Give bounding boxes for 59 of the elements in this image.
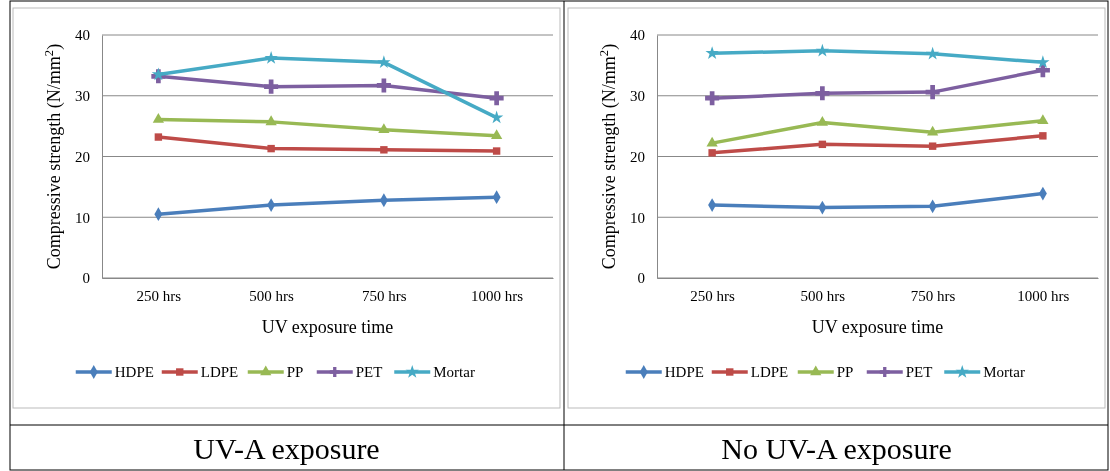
legend-label: HDPE xyxy=(114,364,154,380)
point xyxy=(925,85,940,100)
point xyxy=(265,115,277,126)
point xyxy=(489,91,504,106)
point xyxy=(154,133,163,141)
point xyxy=(492,147,501,155)
point xyxy=(1037,114,1049,124)
point xyxy=(928,142,937,150)
y-tick-label: 10 xyxy=(630,209,645,226)
point xyxy=(1039,132,1047,140)
legend-label: PET xyxy=(355,364,383,380)
point xyxy=(706,136,718,147)
x-tick-label: 500 hrs xyxy=(249,287,295,304)
text: UV-A exposure xyxy=(193,432,380,465)
text: No UV-A exposure xyxy=(721,432,952,465)
y-tick-label: 40 xyxy=(630,27,645,44)
point xyxy=(816,115,829,126)
x-tick-label: 750 hrs xyxy=(910,287,956,304)
legend-label: HDPE xyxy=(664,364,704,380)
point xyxy=(377,55,391,68)
legend-label: PP xyxy=(836,364,854,380)
x-tick-label: 1000 hrs xyxy=(1017,287,1070,304)
x-axis-title: UV exposure time xyxy=(811,317,944,337)
x-tick-label: 250 hrs xyxy=(690,287,736,304)
y-tick-label: 20 xyxy=(630,148,645,165)
point xyxy=(152,112,165,123)
x-tick-label: 250 hrs xyxy=(136,287,182,304)
point xyxy=(378,123,390,134)
point xyxy=(264,79,279,94)
y-tick-label: 20 xyxy=(75,148,90,165)
point xyxy=(925,46,940,60)
legend-label: LDPE xyxy=(750,364,789,380)
legend-label: PET xyxy=(905,364,933,380)
point xyxy=(376,78,391,93)
y-tick-label: 0 xyxy=(637,270,645,287)
x-tick-label: 500 hrs xyxy=(800,287,846,304)
legend-label: PP xyxy=(286,364,304,380)
y-tick-label: 30 xyxy=(75,88,90,105)
point xyxy=(926,125,939,136)
point xyxy=(815,86,830,101)
legend-label: Mortar xyxy=(983,364,1025,380)
y-tick-label: 40 xyxy=(75,27,90,44)
y-tick-label: 0 xyxy=(82,270,90,287)
x-axis-title: UV exposure time xyxy=(261,317,394,337)
x-tick-label: 750 hrs xyxy=(362,287,407,304)
point xyxy=(705,91,720,106)
y-tick-label: 10 xyxy=(75,209,90,226)
point xyxy=(815,43,830,57)
legend-label: LDPE xyxy=(200,364,239,380)
point xyxy=(1036,55,1050,68)
y-tick-label: 30 xyxy=(630,88,645,105)
x-tick-label: 1000 hrs xyxy=(471,287,524,304)
point xyxy=(708,149,716,157)
point xyxy=(380,146,388,154)
point xyxy=(267,144,275,153)
point xyxy=(705,46,719,59)
point xyxy=(264,51,278,64)
legend-label: Mortar xyxy=(433,364,475,380)
point xyxy=(490,129,503,140)
